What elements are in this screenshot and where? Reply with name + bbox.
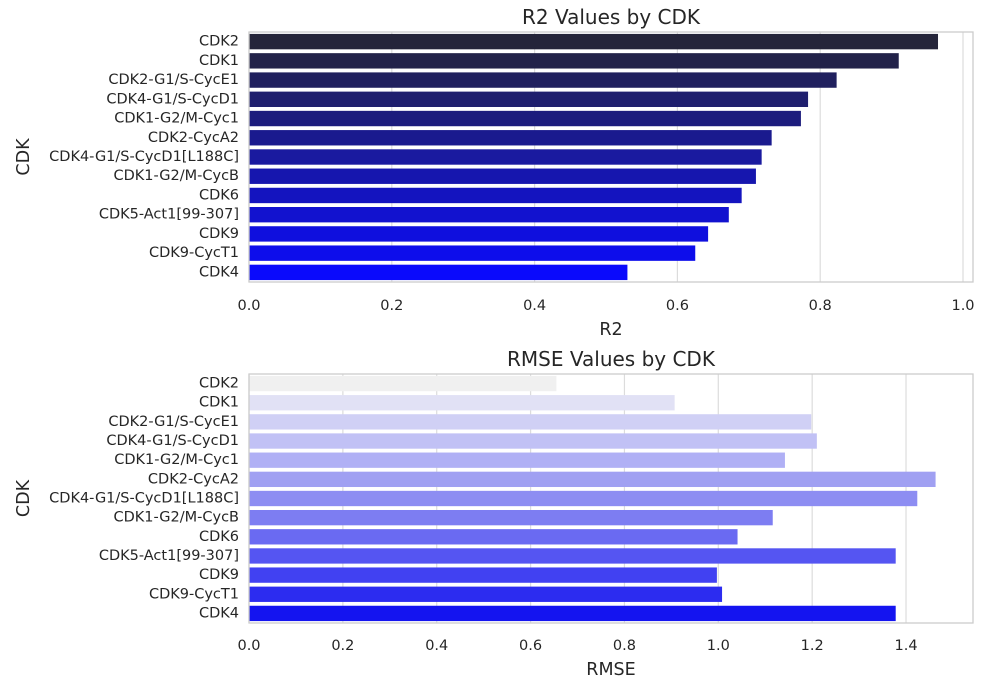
plot-frame [248,373,974,624]
y-tick-label: CDK9-CycT1 [149,245,239,261]
x-tick-label: 0.4 [523,298,546,314]
x-tick-label: 1.0 [951,298,974,314]
bar-cdk6 [249,529,738,545]
y-tick-label: CDK4-G1/S-CycD1[L188C] [49,149,239,165]
y-tick-label: CDK6 [199,187,239,203]
x-tick-label: 0.4 [425,638,448,654]
y-tick-label: CDK1-G2/M-CycB [113,510,239,526]
bar-cdk9-cyct1 [249,586,723,602]
x-tick-label: 1.2 [801,638,824,654]
chart-title: R2 Values by CDK [522,5,701,29]
y-tick-label: CDK9-CycT1 [149,586,239,602]
bar-cdk9 [249,567,717,583]
bar-cdk2 [249,375,557,392]
y-tick-label: CDK4-G1/S-CycD1[L188C] [49,491,239,507]
y-tick-label: CDK5-Act1[99-307] [99,207,239,223]
y-tick-label: CDK2-G1/S-CycE1 [108,414,239,430]
x-tick-label: 0.8 [613,638,636,654]
y-axis-label: CDK [14,479,34,517]
y-tick-label: CDK1-G2/M-CycB [113,168,239,184]
y-axis-label: CDK [14,138,34,176]
bar-cdk5-act1-99-307- [249,207,729,223]
bar-cdk9 [249,226,709,242]
y-tick-label: CDK6 [199,529,239,545]
x-tick-label: 0.0 [237,638,260,654]
bar-cdk4 [249,264,628,281]
x-tick-label: 1.0 [707,638,730,654]
bar-cdk4-g1-s-cycd1 [249,433,817,449]
y-tick-label: CDK4 [199,264,239,280]
chart-panel-1: CDK2 CDK1 CDK2-G1/S-CycE1 CDK4-G1/S-CycD1 CD… [14,5,975,340]
y-tick-label: CDK4 [199,605,239,621]
bar-cdk4-g1-s-cycd1-l188c- [249,149,762,165]
bar-cdk1-g2-m-cycb [249,509,773,526]
bar-cdk2-g1-s-cyce1 [249,72,837,88]
y-tick-label: CDK9 [199,226,239,242]
x-tick-label: 1.4 [894,638,917,654]
bar-cdk1-g2-m-cyc1 [249,452,785,468]
x-axis-label: R2 [599,320,622,340]
bar-cdk4 [249,605,896,622]
bar-cdk1 [249,395,675,411]
x-tick-label: 0.6 [666,298,689,314]
y-tick-label: CDK2-CycA2 [148,471,239,487]
bar-cdk6 [249,187,742,204]
y-tick-label: CDK1-G2/M-Cyc1 [114,111,239,127]
y-tick-label: CDK1 [199,395,239,411]
bar-cdk5-act1-99-307- [249,548,896,564]
x-tick-label: 0.8 [809,298,832,314]
bar-cdk2-cyca2 [249,471,936,488]
y-tick-label: CDK1-G2/M-Cyc1 [114,452,239,468]
bar-cdk4-g1-s-cycd1 [249,91,809,107]
bar-cdk4-g1-s-cycd1-l188c- [249,490,918,507]
y-tick-label: CDK9 [199,567,239,583]
y-tick-label: CDK4-G1/S-CycD1 [106,433,239,449]
y-tick-label: CDK4-G1/S-CycD1 [106,91,239,107]
x-tick-label: 0.0 [237,298,260,314]
bar-cdk1-g2-m-cyc1 [249,110,801,127]
bar-cdk1 [249,53,899,69]
bar-cdk2-g1-s-cyce1 [249,414,812,430]
bar-cdk2-cyca2 [249,130,772,146]
y-tick-label: CDK2 [199,376,239,392]
y-tick-label: CDK2-G1/S-CycE1 [108,72,239,88]
y-tick-label: CDK2-CycA2 [148,130,239,146]
bar-cdk2 [249,33,939,50]
bar-cdk9-cyct1 [249,245,696,261]
y-tick-label: CDK2 [199,34,239,50]
y-tick-label: CDK1 [199,53,239,69]
x-tick-label: 0.6 [519,638,542,654]
x-tick-label: 0.2 [380,298,403,314]
chart-title: RMSE Values by CDK [507,347,716,371]
plot-frame [248,31,974,283]
bar-cdk1-g2-m-cycb [249,168,756,184]
chart-panel-2: CDK2 CDK1 CDK2-G1/S-CycE1 CDK4-G1/S-CycD1 CD… [14,347,974,680]
y-tick-label: CDK5-Act1[99-307] [99,548,239,564]
x-axis-label: RMSE [586,660,635,680]
x-tick-label: 0.2 [331,638,354,654]
